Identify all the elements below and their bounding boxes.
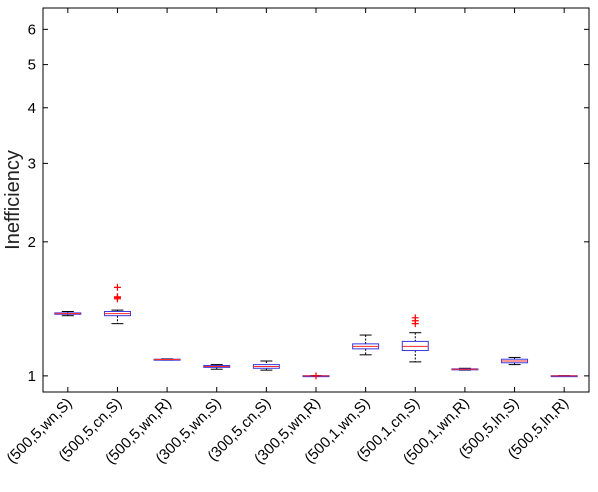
box-11 [550,374,578,378]
y-tick-label: 2 [28,234,36,251]
y-axis: 1 2 3 4 5 6 [28,21,589,385]
plot-area-frame [42,7,590,393]
outlier-marker [113,293,121,301]
box-1 [54,310,82,317]
boxes-layer [54,283,578,380]
y-axis-title: Inefficiency [2,150,24,250]
box-6 [302,372,330,380]
box-4 [203,364,231,370]
box-7 [352,334,380,356]
y-tick-label: 1 [28,368,36,385]
outlier-marker [312,372,320,380]
box-8 [401,314,429,363]
box-5 [252,360,280,371]
outlier-marker [411,314,419,322]
box-2 [103,283,131,325]
box-10 [501,356,529,366]
box-3 [153,358,181,361]
y-tick-label: 4 [28,100,36,117]
x-axis: (500,5,wn,S)(500,5,cn,S)(500,5,wn,R)(300… [3,8,572,468]
y-tick-label: 3 [28,155,36,172]
outlier-marker [113,283,121,291]
y-tick-label: 5 [28,57,36,74]
y-tick-label: 6 [28,21,36,38]
box-9 [451,367,479,371]
